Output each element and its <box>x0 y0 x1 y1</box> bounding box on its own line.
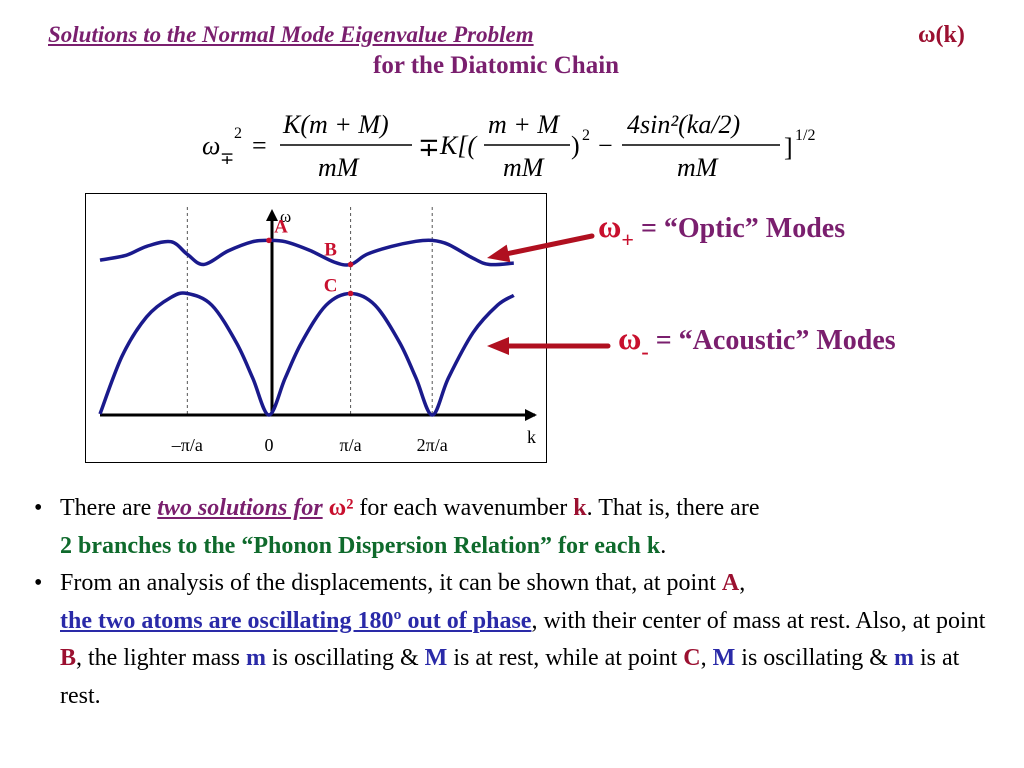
formula-pm: ∓ <box>418 133 440 162</box>
acoustic-mode-text: = “Acoustic” Modes <box>648 325 896 356</box>
b1-omega-squared: ω² <box>328 495 354 521</box>
acoustic-subscript: - <box>641 339 649 364</box>
formula-square: 2 <box>582 127 590 144</box>
bullet-dot: • <box>34 570 43 596</box>
formula-omega-sub: ∓ <box>220 149 234 168</box>
formula-close-bracket: ] <box>784 133 793 162</box>
formula-power: 1/2 <box>795 127 815 144</box>
b2-m-large-2: M <box>712 645 736 671</box>
bullet-1: • There are two solutions for ω² for eac… <box>32 490 992 565</box>
b1-text-2: for each wavenumber <box>353 495 574 521</box>
optic-omega-symbol: ω <box>598 208 622 244</box>
b1-text-3: . That is, there are <box>586 495 760 521</box>
optic-mode-text: = “Optic” Modes <box>633 213 846 244</box>
omega-axis-arrowhead <box>266 209 278 221</box>
b2-point-c: C <box>683 645 701 671</box>
b2-out-of-phase: the two atoms are oscillating 180º out o… <box>60 607 532 634</box>
point-b-marker <box>347 261 354 268</box>
optic-subscript: + <box>621 227 634 252</box>
point-c-label: C <box>324 275 338 296</box>
b1-k: k <box>573 495 587 521</box>
formula-omega-sup: 2 <box>234 125 242 142</box>
b1-two-solutions: two solutions for <box>157 495 323 521</box>
plot-gridlines <box>186 207 433 415</box>
formula-frac3-num: 4sin²(ka/2) <box>627 110 740 139</box>
formula-close-paren: ) <box>571 131 580 160</box>
point-a-marker <box>266 237 272 244</box>
x-tick-labels: –π/a 0 π/a 2π/a <box>171 435 448 455</box>
plot-frame <box>85 193 547 463</box>
b2-text-5: is at rest, while at point <box>447 645 684 671</box>
bullet-2: • From an analysis of the displacements,… <box>32 565 992 715</box>
formula-frac2-den: mM <box>503 153 545 182</box>
acoustic-omega-symbol: ω <box>618 320 642 356</box>
b2-comma-2: , <box>700 645 713 671</box>
formula-omega: ω <box>202 131 220 160</box>
x-tick-label: 2π/a <box>417 435 448 455</box>
slide-subtitle: for the Diatomic Chain <box>373 52 620 79</box>
x-tick-label: π/a <box>340 435 362 455</box>
b1-two-branches: 2 branches to the “Phonon Dispersion Rel… <box>60 532 661 559</box>
b1-text-1: There are <box>60 495 158 521</box>
x-tick-label: –π/a <box>171 435 203 455</box>
b2-point-b: B <box>60 645 77 671</box>
omega-of-k-label: ω(k) <box>918 22 965 48</box>
b2-text-4: is oscillating & <box>265 645 425 671</box>
b2-m-large: M <box>424 645 448 671</box>
b2-m-small-2: m <box>893 645 914 671</box>
b2-text-3: , the lighter mass <box>76 645 246 671</box>
formula-minus: − <box>598 131 613 160</box>
point-c-marker <box>347 290 354 297</box>
formula-frac2-num: m + M <box>488 110 560 139</box>
slide-title: Solutions to the Normal Mode Eigenvalue … <box>48 22 534 47</box>
formula-frac1-den: mM <box>318 153 360 182</box>
labeled-points: A BC <box>266 216 354 297</box>
formula-k-bracket: K[( <box>439 131 477 160</box>
b2-text-2: , with their center of mass at rest. Als… <box>531 607 986 634</box>
optic-branch-curve <box>99 238 514 267</box>
k-axis-label: k <box>527 427 536 447</box>
b2-comma: , <box>739 570 746 596</box>
b2-point-a: A <box>721 570 740 596</box>
point-a-label: A <box>274 216 288 237</box>
bullet-list: • There are two solutions for ω² for eac… <box>32 490 992 715</box>
b2-m-small: m <box>245 645 266 671</box>
dispersion-curves <box>98 238 515 417</box>
formula-frac1-num: K(m + M) <box>282 110 389 139</box>
omega-axis-label: ω <box>280 207 291 226</box>
bullet-dot: • <box>34 495 43 521</box>
dispersion-formula: ω ∓ 2 = K(m + M) mM ∓ K[( m + M mM ) 2 −… <box>202 110 815 182</box>
acoustic-branch-curve <box>98 291 515 417</box>
dispersion-plot: ω k –π/a 0 π/a 2π/a A BC <box>85 193 547 463</box>
b2-text-6: is oscillating & <box>735 645 894 671</box>
x-tick-label: 0 <box>264 435 273 455</box>
acoustic-mode-label: ω- = “Acoustic” Modes <box>618 320 896 364</box>
b2-text-1: From an analysis of the displacements, i… <box>60 570 722 596</box>
formula-frac3-den: mM <box>677 153 719 182</box>
formula-equals: = <box>252 131 267 160</box>
b1-period: . <box>660 532 667 559</box>
k-axis-arrowhead <box>525 409 537 421</box>
point-b-label: B <box>324 239 337 260</box>
b2-text-7: is at rest. <box>60 645 960 709</box>
optic-mode-label: ω+ = “Optic” Modes <box>598 208 846 252</box>
